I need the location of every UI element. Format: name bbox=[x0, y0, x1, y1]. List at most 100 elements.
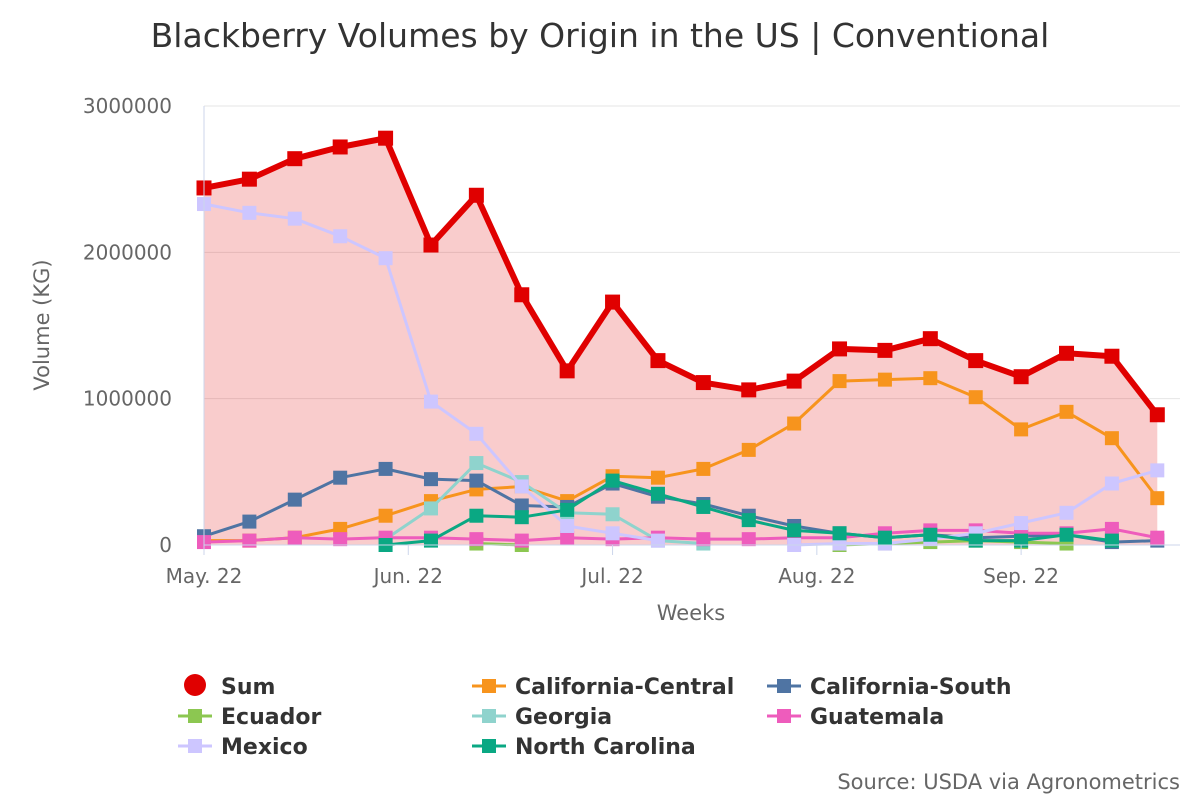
data-point-sum bbox=[605, 294, 621, 310]
data-point-california-central bbox=[378, 508, 393, 523]
data-point-california-south bbox=[333, 470, 348, 485]
gridlines: 0 1000000 2000000 3000000 bbox=[83, 94, 1180, 557]
data-point-north-carolina bbox=[923, 527, 938, 542]
data-point-north-carolina bbox=[469, 508, 484, 523]
data-point-california-central bbox=[1014, 422, 1029, 437]
series-line-sum bbox=[203, 135, 1160, 417]
data-point-mexico bbox=[1059, 505, 1074, 520]
data-point-north-carolina bbox=[650, 486, 665, 501]
legend-symbol bbox=[482, 709, 496, 723]
data-point-georgia bbox=[469, 456, 484, 471]
legend-symbol bbox=[188, 709, 202, 723]
x-axis-title: Weeks bbox=[657, 601, 725, 625]
data-point-sum bbox=[332, 139, 348, 155]
y-tick-label: 3000000 bbox=[83, 94, 172, 118]
data-point-california-central bbox=[968, 390, 983, 405]
y-tick-label: 1000000 bbox=[83, 387, 172, 411]
y-tick-label: 2000000 bbox=[83, 240, 172, 264]
data-point-sum bbox=[468, 187, 484, 203]
legend-item-sum: Sum bbox=[184, 674, 275, 700]
data-point-guatemala bbox=[514, 533, 529, 548]
chart-title: Blackberry Volumes by Origin in the US |… bbox=[151, 16, 1050, 55]
data-point-north-carolina bbox=[832, 526, 847, 541]
data-point-guatemala bbox=[242, 533, 257, 548]
legend-item-north-carolina: North Carolina bbox=[472, 735, 696, 760]
legend: Sum California-Central California-South Ecu… bbox=[178, 674, 1012, 760]
data-point-sum bbox=[423, 237, 439, 253]
legend-symbol bbox=[184, 674, 206, 696]
data-point-sum bbox=[1013, 369, 1029, 385]
legend-symbol bbox=[188, 739, 202, 753]
data-point-sum bbox=[559, 363, 575, 379]
series-line-california-central bbox=[204, 376, 1159, 543]
data-point-mexico bbox=[650, 533, 665, 548]
data-point-sum bbox=[968, 353, 984, 369]
data-point-sum bbox=[832, 341, 848, 357]
series-mexico bbox=[197, 197, 1165, 552]
data-point-california-central bbox=[832, 374, 847, 389]
data-point-mexico bbox=[560, 518, 575, 533]
sum-area bbox=[204, 138, 1158, 545]
data-point-mexico bbox=[605, 526, 620, 541]
data-point-north-carolina bbox=[1104, 533, 1119, 548]
legend-symbol bbox=[482, 679, 496, 693]
series-north-carolina bbox=[378, 473, 1119, 552]
data-point-sum bbox=[378, 130, 394, 146]
data-point-mexico bbox=[514, 479, 529, 494]
data-point-sum bbox=[650, 353, 666, 369]
data-point-california-south bbox=[469, 473, 484, 488]
legend-item-georgia: Georgia bbox=[472, 705, 612, 730]
legend-label: California-Central bbox=[515, 675, 734, 700]
data-point-sum bbox=[877, 342, 893, 358]
data-point-mexico bbox=[242, 205, 257, 220]
area-layer bbox=[204, 138, 1158, 545]
x-tick-label: Jun. 22 bbox=[372, 564, 443, 588]
data-point-sum bbox=[514, 287, 530, 303]
data-point-north-carolina bbox=[1059, 527, 1074, 542]
data-point-sum bbox=[786, 373, 802, 389]
x-tick-label: Sep. 22 bbox=[983, 564, 1059, 588]
y-axis-title: Volume (KG) bbox=[30, 259, 54, 390]
data-point-north-carolina bbox=[877, 530, 892, 545]
legend-item-california-central: California-Central bbox=[472, 675, 734, 700]
series-sum bbox=[196, 130, 1165, 423]
data-point-north-carolina bbox=[787, 523, 802, 538]
data-point-guatemala bbox=[287, 530, 302, 545]
data-point-california-central bbox=[1104, 431, 1119, 446]
data-point-guatemala bbox=[1104, 521, 1119, 536]
data-point-guatemala bbox=[560, 530, 575, 545]
data-point-sum bbox=[741, 382, 757, 398]
legend-symbol bbox=[777, 679, 791, 693]
series-line-guatemala bbox=[203, 527, 1158, 544]
series-line-georgia bbox=[384, 461, 704, 545]
data-point-california-south bbox=[514, 498, 529, 513]
data-point-guatemala bbox=[333, 532, 348, 547]
legend-symbol bbox=[482, 739, 496, 753]
legend-item-guatemala: Guatemala bbox=[767, 705, 944, 730]
data-point-sum bbox=[1104, 348, 1120, 364]
data-point-guatemala bbox=[696, 532, 711, 547]
data-point-north-carolina bbox=[560, 502, 575, 517]
data-point-north-carolina bbox=[968, 533, 983, 548]
data-point-california-south bbox=[378, 461, 393, 476]
data-point-mexico bbox=[1014, 516, 1029, 531]
legend-item-california-south: California-South bbox=[767, 675, 1012, 700]
legend-item-mexico: Mexico bbox=[178, 735, 308, 760]
x-tick-label: Aug. 22 bbox=[778, 564, 855, 588]
legend-label: Ecuador bbox=[221, 705, 321, 730]
data-point-georgia bbox=[423, 501, 438, 516]
data-point-mexico bbox=[469, 426, 484, 441]
data-point-north-carolina bbox=[514, 510, 529, 525]
data-point-north-carolina bbox=[741, 513, 756, 528]
data-point-california-central bbox=[877, 372, 892, 387]
axes: May. 22 Jun. 22 Jul. 22 Aug. 22 Sep. 22 bbox=[166, 106, 1180, 588]
data-point-guatemala bbox=[469, 532, 484, 547]
data-point-sum bbox=[922, 331, 938, 347]
data-point-mexico bbox=[1104, 476, 1119, 491]
data-point-california-central bbox=[923, 371, 938, 386]
data-point-north-carolina bbox=[605, 473, 620, 488]
data-point-california-south bbox=[287, 492, 302, 507]
legend-label: North Carolina bbox=[515, 735, 696, 760]
data-point-guatemala bbox=[1150, 530, 1165, 545]
